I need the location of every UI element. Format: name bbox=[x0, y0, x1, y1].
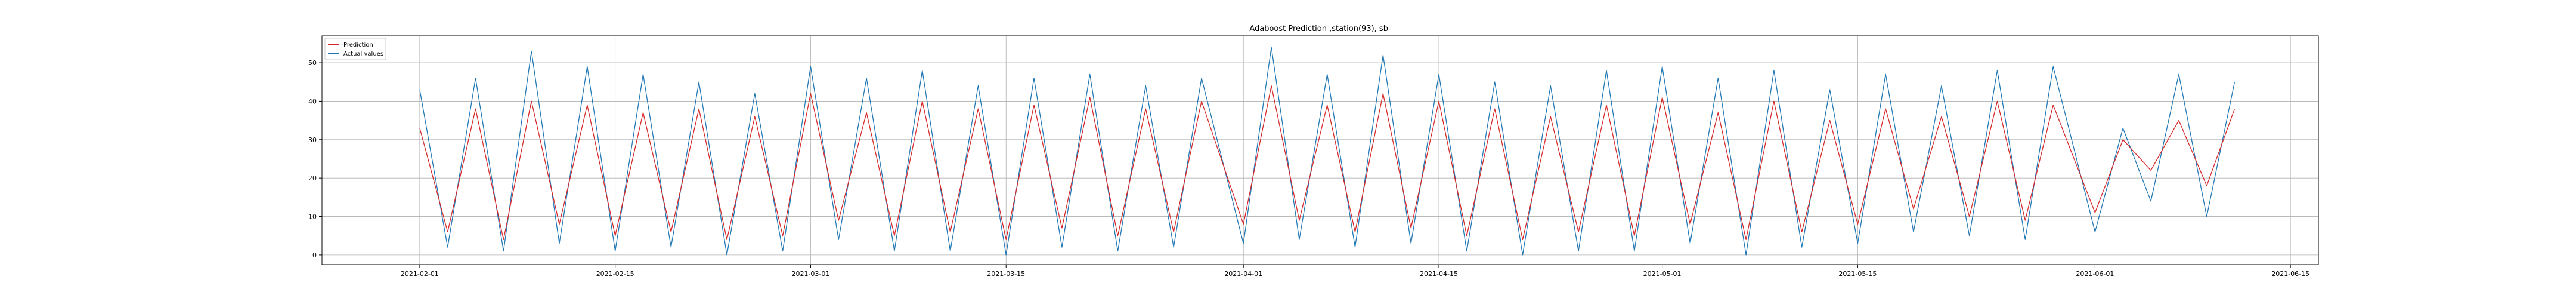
x-tick-label: 2021-06-15 bbox=[2271, 270, 2309, 278]
legend-label-actual-values: Actual values bbox=[343, 51, 383, 57]
legend: Prediction Actual values bbox=[324, 38, 386, 60]
plot-frame bbox=[321, 35, 2319, 265]
x-tick-label: 2021-02-15 bbox=[596, 270, 634, 278]
x-tick-label: 2021-03-15 bbox=[987, 270, 1025, 278]
y-tick-label: 50 bbox=[308, 59, 317, 67]
x-tick-label: 2021-04-15 bbox=[1420, 270, 1458, 278]
chart-title: Adaboost Prediction ,station(93), sb- bbox=[1249, 24, 1391, 33]
y-tick-label: 0 bbox=[312, 251, 317, 259]
series-layer bbox=[419, 47, 2236, 256]
x-axis: 2021-02-01 2021-02-15 2021-03-01 2021-03-15… bbox=[401, 265, 2309, 278]
y-tick-label: 30 bbox=[308, 136, 317, 144]
x-tick-label: 2021-05-15 bbox=[1838, 270, 1877, 278]
legend-box bbox=[324, 38, 386, 60]
x-tick-label: 2021-06-01 bbox=[2076, 270, 2114, 278]
y-tick-label: 40 bbox=[308, 97, 317, 105]
y-tick-label: 20 bbox=[308, 174, 317, 182]
x-tick-label: 2021-02-01 bbox=[401, 270, 439, 278]
x-tick-label: 2021-03-01 bbox=[791, 270, 829, 278]
series-line-prediction bbox=[419, 85, 2236, 240]
legend-label-prediction: Prediction bbox=[343, 42, 373, 48]
x-tick-label: 2021-04-01 bbox=[1224, 270, 1262, 278]
x-tick-label: 2021-05-01 bbox=[1643, 270, 1682, 278]
y-axis: 0 10 20 30 40 50 bbox=[308, 59, 322, 259]
y-tick-label: 10 bbox=[308, 213, 317, 221]
